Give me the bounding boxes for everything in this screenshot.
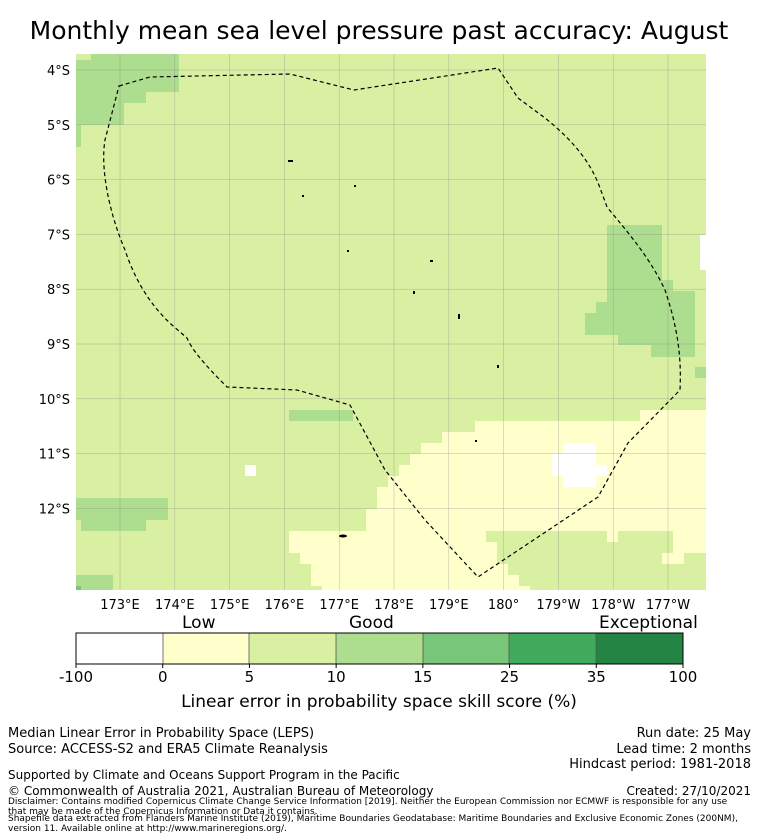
lowest-skill-patch — [552, 443, 607, 487]
colorbar: -100 0 5 10 15 25 35 100 — [59, 632, 697, 686]
latitude-label: 6°S — [47, 174, 70, 189]
lowest-skill-speck — [245, 465, 256, 476]
disclaimer-line-3: Shapefile data extracted from Flanders M… — [8, 814, 738, 824]
created-date: Created: 27/10/2021 — [626, 784, 751, 798]
latitude-labels: 4°S 5°S 6°S 7°S 8°S 9°S 10°S 11°S 12°S — [39, 64, 70, 517]
latitude-label: 12°S — [39, 502, 70, 517]
islands — [288, 160, 499, 538]
latitude-label: 7°S — [47, 228, 70, 243]
longitude-labels: 173°E 174°E 175°E 176°E 177°E 178°E 179°E 180° 1… — [100, 598, 690, 613]
footer-method: Median Linear Error in Probability Space… — [8, 726, 315, 741]
colorbar-label: Linear error in probability space skill … — [181, 692, 577, 712]
longitude-label: 180° — [488, 598, 519, 613]
colorbar-segment-good — [336, 633, 423, 664]
colorbar-tick-label: 10 — [327, 668, 346, 686]
latitude-label: 4°S — [47, 64, 70, 79]
latitude-label: 5°S — [47, 119, 70, 134]
footer-source: Source: ACCESS-S2 and ERA5 Climate Reana… — [8, 742, 328, 757]
disclaimer-line-1: Disclaimer: Contains modified Copernicus… — [8, 797, 728, 807]
disclaimer-line-2: that may be made of the Copernicus Infor… — [8, 807, 318, 817]
disclaimer-line-4: version 11. Available online at http://w… — [8, 824, 287, 834]
latitude-label: 8°S — [47, 283, 70, 298]
low-skill-region — [289, 410, 706, 590]
lead-time: Lead time: 2 months — [616, 742, 751, 757]
legend-category-exceptional: Exceptional — [599, 613, 698, 633]
colorbar-tick-label: 100 — [669, 668, 698, 686]
colorbar-tick-label: 0 — [158, 668, 168, 686]
latitude-label: 10°S — [39, 393, 70, 408]
latitude-label: 11°S — [39, 448, 70, 463]
longitude-label: 177°W — [646, 598, 690, 613]
longitude-label: 179°E — [429, 598, 469, 613]
lowest-skill-speck-2 — [700, 235, 706, 270]
colorbar-segment-exceptional — [596, 633, 683, 664]
colorbar-segment-low — [163, 633, 249, 664]
eez-boundary — [103, 67, 681, 578]
footer-support: Supported by Climate and Oceans Support … — [8, 768, 400, 782]
good-skill-speck — [76, 586, 81, 590]
longitude-label: 179°W — [536, 598, 580, 613]
legend-category-low: Low — [182, 613, 216, 633]
colorbar-tick-label: 15 — [413, 668, 432, 686]
legend-category-good: Good — [349, 613, 394, 633]
colorbar-tick-label: 25 — [500, 668, 519, 686]
good-skill-regions — [76, 54, 706, 590]
longitude-label: 174°E — [155, 598, 195, 613]
longitude-label: 177°E — [319, 598, 359, 613]
colorbar-frame — [75, 632, 684, 665]
colorbar-tick-label: 35 — [587, 668, 606, 686]
map-title: Monthly mean sea level pressure past acc… — [29, 16, 729, 45]
colorbar-tick-label: -100 — [59, 668, 93, 686]
colorbar-segment-higher — [509, 633, 596, 664]
run-date: Run date: 25 May — [636, 726, 751, 741]
footer-copyright: © Commonwealth of Australia 2021, Austra… — [8, 784, 434, 798]
longitude-label: 173°E — [100, 598, 140, 613]
longitude-label: 178°W — [591, 598, 635, 613]
colorbar-segment-good-light — [249, 633, 336, 664]
colorbar-segment-white — [76, 633, 163, 664]
hindcast-period: Hindcast period: 1981-2018 — [569, 757, 751, 772]
skill-map — [76, 54, 706, 590]
colorbar-ticks: -100 0 5 10 15 25 35 100 — [59, 664, 697, 686]
longitude-label: 178°E — [374, 598, 414, 613]
colorbar-segment-high — [423, 633, 509, 664]
gridlines — [76, 54, 706, 590]
colorbar-tick-label: 5 — [245, 668, 255, 686]
longitude-label: 175°E — [210, 598, 250, 613]
longitude-label: 176°E — [265, 598, 305, 613]
latitude-label: 9°S — [47, 338, 70, 353]
